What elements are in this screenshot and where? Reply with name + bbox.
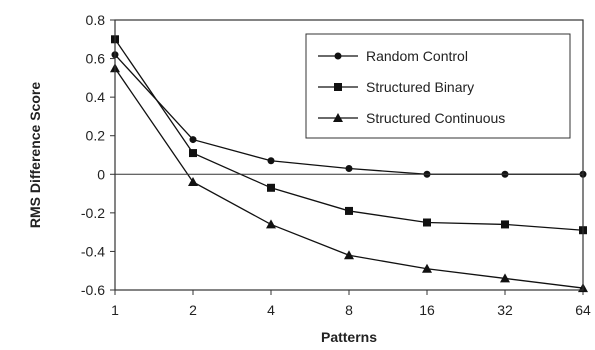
- legend-label: Structured Binary: [366, 79, 474, 95]
- legend: Random Control Structured Binary Structure…: [305, 33, 571, 139]
- data-point: [345, 165, 353, 172]
- data-point: [500, 273, 510, 283]
- legend-item: Random Control: [318, 48, 468, 64]
- x-tick-label: 4: [267, 302, 275, 318]
- y-axis-title: RMS Difference Score: [27, 82, 43, 228]
- data-point: [189, 136, 197, 144]
- y-tick-label: -0.2: [81, 205, 105, 221]
- y-tick-label: 0: [97, 166, 105, 182]
- data-point: [267, 157, 275, 165]
- legend-label: Random Control: [366, 48, 468, 64]
- y-tick-label: 0.6: [86, 51, 106, 67]
- y-tick-label: 0.4: [86, 89, 106, 105]
- y-tick-label: -0.6: [81, 282, 105, 298]
- data-point: [344, 250, 354, 260]
- data-point: [333, 113, 343, 122]
- y-tick-label: -0.4: [81, 243, 105, 259]
- data-point: [334, 52, 342, 60]
- data-point: [334, 83, 342, 91]
- x-tick-label: 16: [419, 302, 435, 318]
- x-tick-label: 1: [111, 302, 119, 318]
- data-point: [188, 177, 198, 186]
- y-axis-ticks: 0.8 0.6 0.4 0.2 0 -0.2 -0.4 -0.6: [81, 12, 115, 298]
- legend-label: Structured Continuous: [366, 110, 505, 126]
- y-tick-label: 0.2: [86, 128, 106, 144]
- data-point: [345, 206, 353, 215]
- y-tick-label: 0.8: [86, 12, 106, 28]
- legend-item: Structured Continuous: [318, 110, 505, 126]
- data-point: [189, 149, 197, 158]
- x-axis-ticks: 1 2 4 8 16 32 64: [111, 290, 591, 318]
- legend-item: Structured Binary: [318, 79, 474, 95]
- data-point: [422, 263, 432, 273]
- data-point: [423, 218, 431, 227]
- data-point: [267, 183, 275, 192]
- data-point: [501, 220, 509, 229]
- x-tick-label: 64: [575, 302, 591, 318]
- plot-frame: [114, 19, 584, 291]
- x-tick-label: 32: [497, 302, 513, 318]
- data-point: [266, 219, 276, 229]
- legend-box: [305, 33, 571, 139]
- x-axis-title: Patterns: [321, 329, 377, 345]
- x-tick-label: 2: [189, 302, 197, 318]
- x-tick-label: 8: [345, 302, 353, 318]
